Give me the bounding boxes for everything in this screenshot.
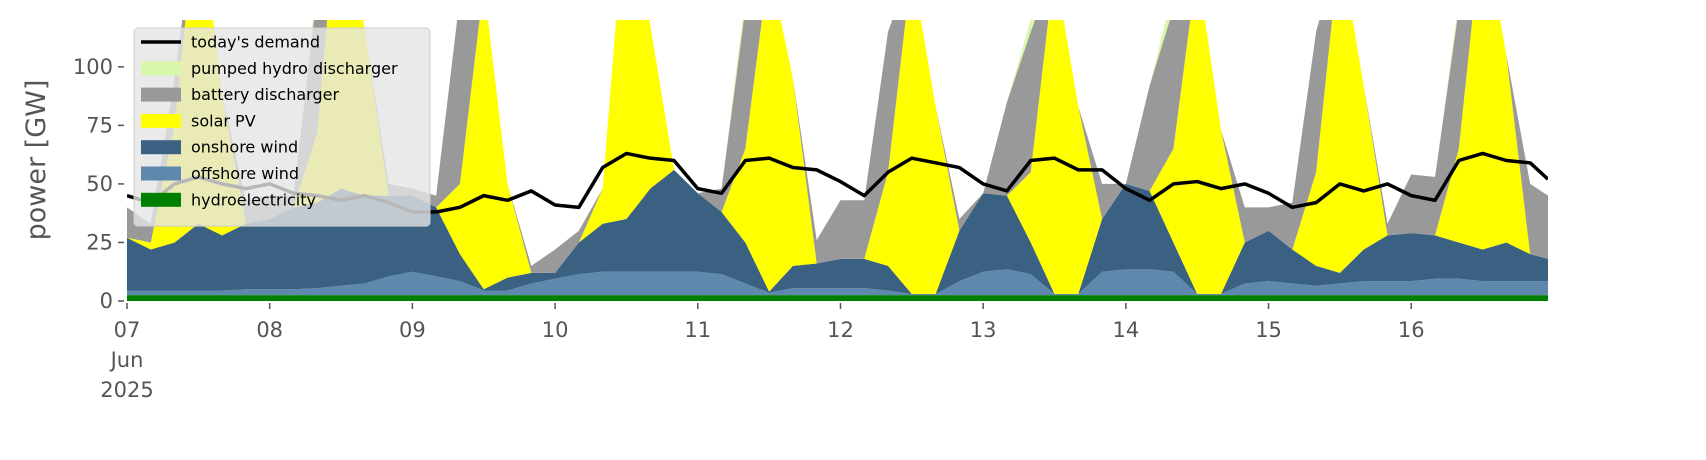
y-tick-label: 25 (86, 230, 113, 254)
legend-label: hydroelectricity (191, 190, 316, 209)
legend-label: today's demand (191, 33, 320, 52)
x-tick-label: 10 (542, 318, 569, 342)
x-tick-label: 15 (1255, 318, 1282, 342)
legend-swatch (141, 61, 181, 76)
legend-label: offshore wind (191, 164, 299, 183)
legend-label: pumped hydro discharger (191, 59, 398, 78)
area-2 (127, 20, 1548, 273)
legend-swatch (141, 140, 181, 155)
plot-area (127, 20, 1548, 301)
legend-box (133, 27, 431, 227)
x-tick-label: 07 Jun 2025 (100, 318, 153, 402)
y-tick-label: 50 (86, 172, 113, 196)
x-tick-label: 08 (256, 318, 283, 342)
axes: 0 25 50 75 100 07 Jun 2025 08 09 10 11 12 13 14 15 16 (73, 55, 1425, 402)
legend-label: onshore wind (191, 138, 298, 157)
legend-label: solar PV (191, 111, 256, 130)
y-tick-label: 75 (86, 113, 113, 137)
y-tick-label: 100 (73, 55, 113, 79)
legend-swatch (141, 87, 181, 102)
legend-swatch (141, 166, 181, 181)
area-6 (127, 295, 1548, 301)
y-tick-label: 0 (100, 289, 113, 313)
x-tick-label: 11 (684, 318, 711, 342)
x-tick-label: 12 (827, 318, 854, 342)
legend: today's demand pumped hydro discharger bat… (133, 27, 431, 227)
x-tick-label: 13 (970, 318, 997, 342)
x-tick-label: 14 (1112, 318, 1139, 342)
legend-swatch (141, 113, 181, 128)
legend-swatch (141, 192, 181, 207)
y-axis-label: power [GW] (21, 80, 52, 241)
x-tick-label: 16 (1398, 318, 1425, 342)
x-tick-label: 09 (399, 318, 426, 342)
legend-label: battery discharger (191, 85, 339, 104)
area-4 (127, 169, 1548, 294)
area-5 (127, 269, 1548, 296)
area-3 (127, 20, 1548, 294)
